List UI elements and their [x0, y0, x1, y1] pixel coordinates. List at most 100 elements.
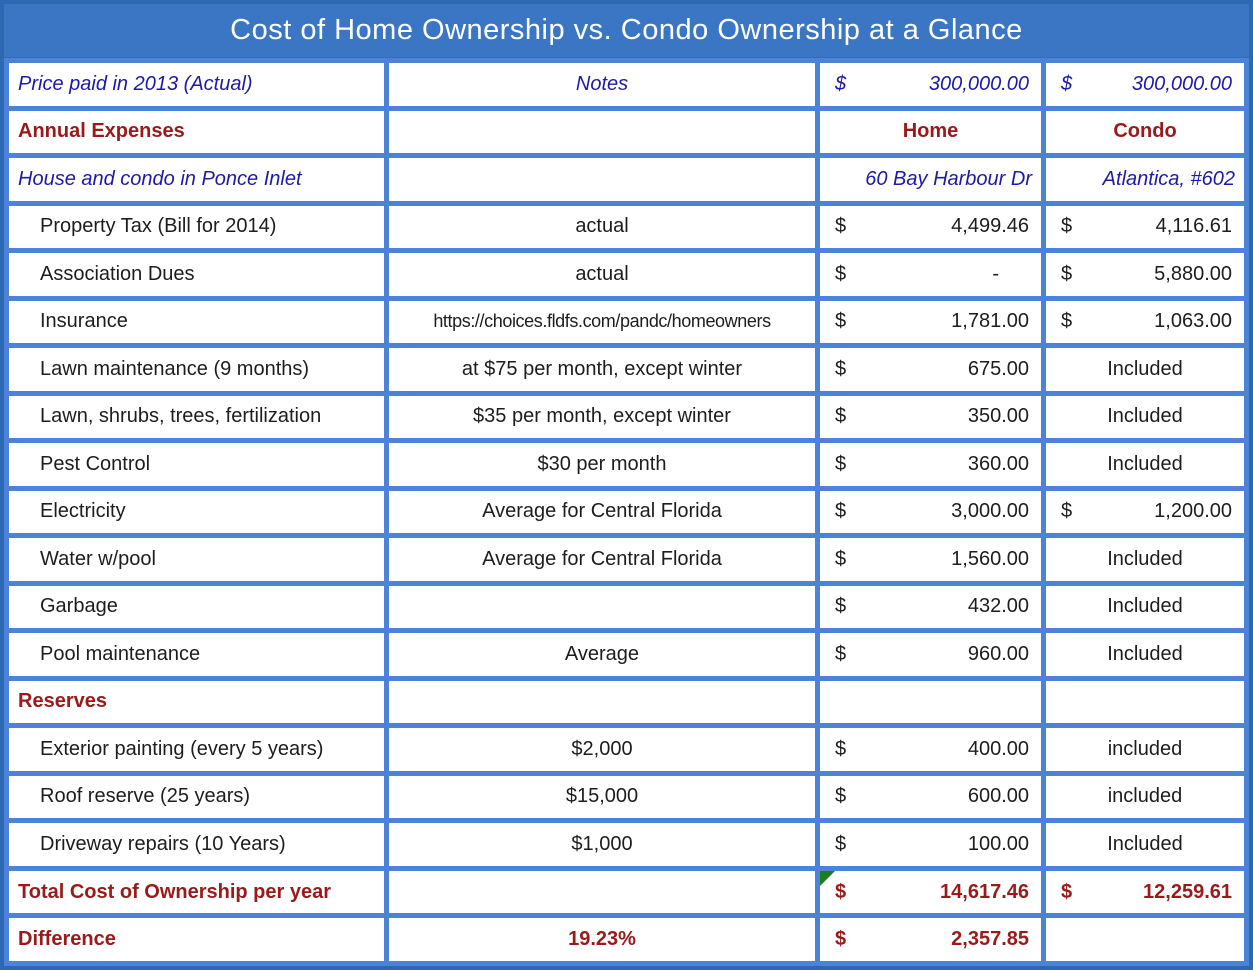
dollar-sign: $	[835, 357, 847, 380]
label-cell: Garbage	[9, 585, 384, 629]
cost-comparison-table: Price paid in 2013 (Actual) Notes $300,000…	[4, 58, 1249, 966]
cell-text: actual	[575, 262, 629, 285]
cell-text: Included	[1107, 642, 1183, 665]
cell-text: Average	[564, 642, 640, 665]
table-row: Roof reserve (25 years) $15,000 $600.00 inc…	[9, 775, 1244, 819]
dollar-sign: $	[835, 642, 847, 665]
label-cell: Lawn, shrubs, trees, fertilization	[9, 395, 384, 439]
label-cell: House and condo in Ponce Inlet	[9, 158, 384, 201]
cell-text: Included	[1107, 405, 1183, 428]
condo-value-cell: $1,063.00	[1046, 300, 1244, 344]
dollar-sign: $	[835, 737, 847, 760]
condo-value-cell: Included	[1046, 633, 1244, 676]
home-value-cell: $675.00	[820, 348, 1041, 391]
notes-cell: actual	[389, 205, 815, 249]
label-cell: Driveway repairs (10 Years)	[9, 823, 384, 866]
condo-value-cell: $300,000.00	[1046, 63, 1244, 106]
home-value-cell: $960.00	[820, 633, 1041, 676]
cell-text: Average for Central Florida	[482, 500, 722, 523]
condo-value-cell: $1,200.00	[1046, 490, 1244, 534]
condo-value-cell: Included	[1046, 443, 1244, 486]
label-cell: Exterior painting (every 5 years)	[9, 728, 384, 771]
notes-cell: $2,000	[389, 728, 815, 771]
home-value-cell: $ -	[820, 253, 1041, 296]
notes-cell	[389, 110, 815, 154]
dollar-sign: $	[1061, 262, 1073, 285]
cell-text: Home	[902, 120, 959, 143]
condo-value-cell: included	[1046, 728, 1244, 771]
row-label: Annual Expenses	[18, 120, 185, 143]
dollar-sign: $	[1061, 500, 1073, 523]
row-label: Electricity	[40, 500, 126, 523]
condo-value-cell: $12,259.61	[1046, 870, 1244, 914]
dollar-sign: $	[835, 928, 847, 951]
notes-cell	[389, 870, 815, 914]
home-value-cell: 60 Bay Harbour Dr	[820, 158, 1041, 201]
notes-cell: Average	[389, 633, 815, 676]
cell-text: Atlantica, #602	[1102, 167, 1235, 190]
condo-value-cell: Included	[1046, 585, 1244, 629]
condo-value-cell: Included	[1046, 823, 1244, 866]
home-value-cell: $100.00	[820, 823, 1041, 866]
amount-value: -	[992, 262, 999, 285]
home-value-cell: $300,000.00	[820, 63, 1041, 106]
label-cell: Difference	[9, 918, 384, 961]
table-row: Reserves	[9, 680, 1244, 724]
row-label: Pool maintenance	[40, 642, 201, 665]
cell-text: actual	[575, 215, 629, 238]
home-value-cell: $360.00	[820, 443, 1041, 486]
condo-value-cell: $4,116.61	[1046, 205, 1244, 249]
home-value-cell: $1,781.00	[820, 300, 1041, 344]
row-label: House and condo in Ponce Inlet	[18, 167, 302, 190]
amount-value: 1,781.00	[951, 310, 1029, 333]
error-indicator-icon	[820, 870, 835, 886]
condo-value-cell: Included	[1046, 538, 1244, 581]
table-row: Difference 19.23% $2,357.85	[9, 918, 1244, 961]
table-row: Annual Expenses Home Condo	[9, 110, 1244, 154]
row-label: Pest Control	[40, 452, 151, 475]
notes-cell: 19.23%	[389, 918, 815, 961]
amount-value: 300,000.00	[928, 72, 1029, 95]
home-value-cell: $4,499.46	[820, 205, 1041, 249]
cell-text: Average for Central Florida	[482, 547, 722, 570]
table-row: Water w/pool Average for Central Florida $…	[9, 538, 1244, 581]
dollar-sign: $	[1061, 310, 1073, 333]
table-row: Pest Control $30 per month $360.00 Included	[9, 443, 1244, 486]
amount-value: 1,560.00	[951, 547, 1029, 570]
dollar-sign: $	[835, 500, 847, 523]
notes-cell: at $75 per month, except winter	[389, 348, 815, 391]
amount-value: 350.00	[967, 405, 1029, 428]
home-value-cell: $432.00	[820, 585, 1041, 629]
notes-cell: actual	[389, 253, 815, 296]
notes-cell: $35 per month, except winter	[389, 395, 815, 439]
notes-cell: $30 per month	[389, 443, 815, 486]
dollar-sign: $	[835, 833, 847, 855]
label-cell: Reserves	[9, 680, 384, 724]
table-row: Pool maintenance Average $960.00 Included	[9, 633, 1244, 676]
amount-value: 12,259.61	[1143, 880, 1232, 903]
cell-text: Included	[1107, 547, 1183, 570]
cell-text: Notes	[575, 72, 629, 95]
title-bar: Cost of Home Ownership vs. Condo Ownersh…	[4, 4, 1249, 58]
row-label: Lawn, shrubs, trees, fertilization	[40, 405, 322, 428]
dollar-sign: $	[835, 215, 847, 238]
label-cell: Pest Control	[9, 443, 384, 486]
home-value-cell: $1,560.00	[820, 538, 1041, 581]
cell-text: Condo	[1113, 120, 1177, 143]
row-label: Water w/pool	[40, 547, 156, 570]
label-cell: Water w/pool	[9, 538, 384, 581]
cell-text: 19.23%	[568, 928, 636, 951]
notes-cell: Notes	[389, 63, 815, 106]
condo-value-cell: included	[1046, 775, 1244, 819]
home-value-cell: $350.00	[820, 395, 1041, 439]
cell-text: 60 Bay Harbour Dr	[865, 167, 1032, 190]
condo-value-cell: $5,880.00	[1046, 253, 1244, 296]
table-row: Property Tax (Bill for 2014) actual $4,499…	[9, 205, 1244, 249]
row-label: Insurance	[40, 310, 128, 333]
home-value-cell: $3,000.00	[820, 490, 1041, 534]
page-title: Cost of Home Ownership vs. Condo Ownersh…	[230, 14, 1023, 46]
label-cell: Electricity	[9, 490, 384, 534]
row-label: Difference	[18, 928, 116, 951]
label-cell: Lawn maintenance (9 months)	[9, 348, 384, 391]
row-label: Price paid in 2013 (Actual)	[18, 72, 253, 95]
